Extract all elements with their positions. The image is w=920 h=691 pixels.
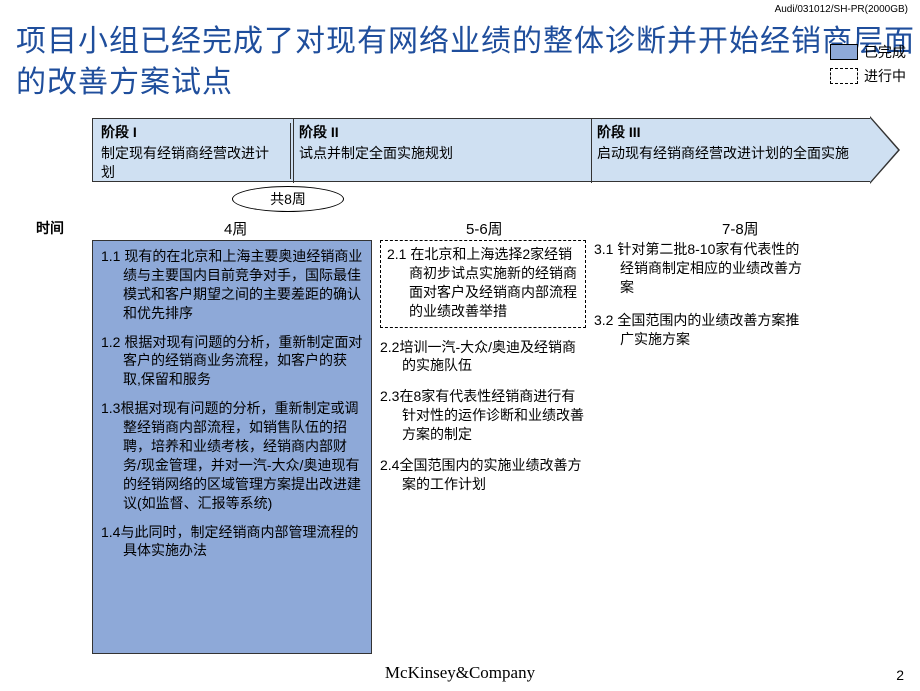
item-1-2: 1.2 根据对现有问题的分析，重新制定面对客户的经销商业务流程，如客户的获取,保…	[101, 333, 363, 390]
phase-separator-2	[591, 119, 592, 183]
item-2-4: 2.4全国范围内的实施业绩改善方案的工作计划	[380, 456, 586, 494]
page-number: 2	[896, 667, 904, 683]
column-1-completed-box: 1.1 现有的在北京和上海主要奥迪经销商业绩与主要国内目前竞争对手，国际最佳模式…	[92, 240, 372, 654]
legend-completed-swatch	[830, 44, 858, 60]
phase-3-title: 阶段 III	[597, 123, 849, 142]
col3-header: 7-8周	[722, 218, 759, 239]
timeline-arrow: 阶段 I 制定现有经销商经营改进计划 阶段 II 试点并制定全面实施规划 阶段 …	[92, 118, 900, 182]
item-2-3: 2.3在8家有代表性经销商进行有针对性的运作诊断和业绩改善方案的制定	[380, 387, 586, 444]
phase-1: 阶段 I 制定现有经销商经营改进计划	[101, 123, 291, 179]
col2-header: 5-6周	[466, 218, 503, 239]
page-title: 项目小组已经完成了对现有网络业绩的整体诊断并开始经销商层面的改善方案试点	[16, 22, 920, 103]
column-3: 3.1 针对第二批8-10家有代表性的经销商制定相应的业绩改善方案 3.2 全国…	[594, 240, 812, 362]
column-2: 2.1 在北京和上海选择2家经销商初步试点实施新的经销商面对客户及经销商内部流程…	[380, 240, 586, 506]
phase-2: 阶段 II 试点并制定全面实施规划	[299, 123, 589, 163]
phase-3-desc: 启动现有经销商经营改进计划的全面实施	[597, 144, 849, 163]
row-label-time: 时间	[36, 218, 64, 238]
item-2-1-inprogress: 2.1 在北京和上海选择2家经销商初步试点实施新的经销商面对客户及经销商内部流程…	[380, 240, 586, 328]
header-code: Audi/031012/SH-PR(2000GB)	[775, 4, 908, 15]
phase-3: 阶段 III 启动现有经销商经营改进计划的全面实施	[597, 123, 857, 163]
item-2-2: 2.2培训一汽-大众/奥迪及经销商的实施队伍	[380, 338, 586, 376]
phase-1-desc: 制定现有经销商经营改进计划	[101, 144, 282, 182]
total-weeks-oval: 共8周	[232, 186, 344, 212]
timeline-body: 阶段 I 制定现有经销商经营改进计划 阶段 II 试点并制定全面实施规划 阶段 …	[92, 118, 870, 182]
legend-inprogress: 进行中	[830, 66, 906, 86]
item-3-2: 3.2 全国范围内的业绩改善方案推广实施方案	[594, 311, 812, 349]
timeline-arrowhead	[870, 116, 900, 184]
col1-header: 4周	[224, 218, 247, 239]
phase-2-title: 阶段 II	[299, 123, 581, 142]
footer-logo: McKinsey&Company	[0, 663, 920, 683]
phase-separator-1	[293, 119, 294, 183]
phase-1-title: 阶段 I	[101, 123, 282, 142]
phase-2-desc: 试点并制定全面实施规划	[299, 144, 581, 163]
item-1-4: 1.4与此同时，制定经销商内部管理流程的具体实施办法	[101, 523, 363, 561]
item-1-3: 1.3根据对现有问题的分析，重新制定或调整经销商内部流程，如销售队伍的招聘，培养…	[101, 399, 363, 512]
item-1-1: 1.1 现有的在北京和上海主要奥迪经销商业绩与主要国内目前竞争对手，国际最佳模式…	[101, 247, 363, 323]
legend-inprogress-label: 进行中	[864, 66, 906, 86]
legend: 已完成 进行中	[830, 42, 906, 90]
legend-completed-label: 已完成	[864, 42, 906, 62]
item-3-1: 3.1 针对第二批8-10家有代表性的经销商制定相应的业绩改善方案	[594, 240, 812, 297]
legend-inprogress-swatch	[830, 68, 858, 84]
legend-completed: 已完成	[830, 42, 906, 62]
item-2-1: 2.1 在北京和上海选择2家经销商初步试点实施新的经销商面对客户及经销商内部流程…	[387, 245, 579, 321]
